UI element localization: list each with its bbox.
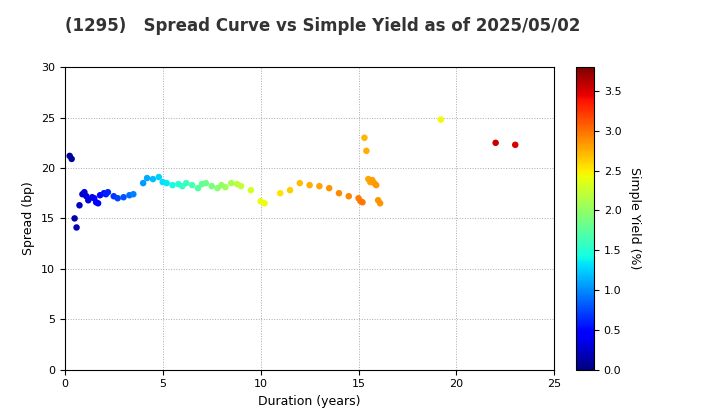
Point xyxy=(361,147,372,154)
Y-axis label: Spread (bp): Spread (bp) xyxy=(22,181,35,255)
Point xyxy=(161,180,172,186)
Point xyxy=(364,179,376,186)
Point xyxy=(220,184,231,191)
Point xyxy=(127,191,139,197)
Point xyxy=(323,185,335,192)
Point xyxy=(374,200,386,207)
Point xyxy=(157,179,168,186)
Point xyxy=(314,183,325,189)
Point xyxy=(212,185,223,192)
Point xyxy=(206,183,217,189)
Point xyxy=(435,116,446,123)
Point xyxy=(112,195,123,202)
Point xyxy=(231,181,243,187)
Point xyxy=(92,200,104,207)
Point xyxy=(94,192,106,199)
Point xyxy=(81,193,92,199)
Point xyxy=(192,185,204,192)
Text: (1295)   Spread Curve vs Simple Yield as of 2025/05/02: (1295) Spread Curve vs Simple Yield as o… xyxy=(65,17,580,35)
Point xyxy=(370,182,382,189)
Point xyxy=(83,197,94,204)
Point xyxy=(366,177,378,184)
Point xyxy=(102,189,114,196)
Point xyxy=(153,174,165,181)
Point xyxy=(141,175,153,181)
Point xyxy=(71,224,82,231)
Point xyxy=(66,155,78,162)
Point xyxy=(186,182,198,189)
Point xyxy=(64,152,76,159)
Point xyxy=(181,180,192,186)
Y-axis label: Simple Yield (%): Simple Yield (%) xyxy=(628,167,641,270)
Point xyxy=(216,182,228,189)
Point xyxy=(258,200,270,207)
Point xyxy=(176,183,188,189)
Point xyxy=(490,139,501,146)
Point xyxy=(78,189,90,196)
Point xyxy=(86,194,98,201)
Point xyxy=(333,190,345,197)
Point xyxy=(353,195,364,202)
Point xyxy=(108,193,120,199)
Point xyxy=(369,180,380,186)
Point xyxy=(343,193,354,199)
Point xyxy=(359,134,370,141)
Point xyxy=(73,202,85,209)
Point xyxy=(124,192,135,199)
Point xyxy=(100,191,112,197)
X-axis label: Duration (years): Duration (years) xyxy=(258,395,361,408)
Point xyxy=(245,187,256,194)
Point xyxy=(173,181,184,187)
Point xyxy=(274,190,286,197)
Point xyxy=(69,215,81,222)
Point xyxy=(167,182,179,189)
Point xyxy=(200,180,212,186)
Point xyxy=(138,180,149,186)
Point xyxy=(91,199,102,206)
Point xyxy=(235,183,247,189)
Point xyxy=(510,142,521,148)
Point xyxy=(294,180,305,186)
Point xyxy=(89,195,100,202)
Point xyxy=(225,180,237,186)
Point xyxy=(304,182,315,189)
Point xyxy=(76,191,88,197)
Point xyxy=(372,197,384,204)
Point xyxy=(147,176,158,182)
Point xyxy=(356,199,368,206)
Point xyxy=(363,176,374,182)
Point xyxy=(118,194,130,201)
Point xyxy=(196,181,207,187)
Point xyxy=(284,187,296,194)
Point xyxy=(255,198,266,205)
Point xyxy=(355,198,366,205)
Point xyxy=(98,190,109,197)
